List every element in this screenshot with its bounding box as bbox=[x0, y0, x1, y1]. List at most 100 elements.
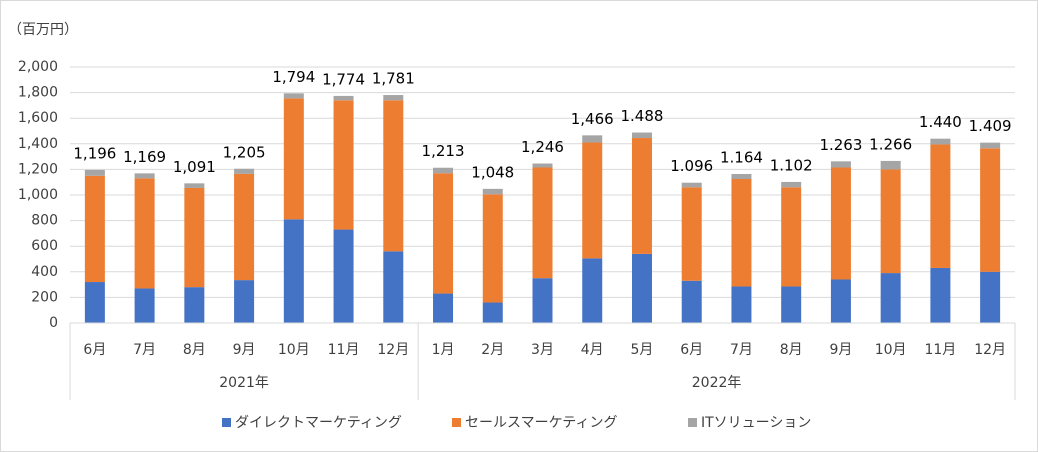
bar-segment bbox=[980, 142, 1001, 149]
bar-segment bbox=[333, 100, 354, 230]
total-label: 1,205 bbox=[223, 143, 266, 161]
bar-segment bbox=[532, 163, 553, 168]
y-tick-label: 800 bbox=[31, 213, 58, 229]
total-label: 1,774 bbox=[322, 70, 365, 88]
bar-segment bbox=[333, 95, 354, 101]
total-label: 1.096 bbox=[670, 157, 713, 175]
total-label: 1,169 bbox=[123, 148, 166, 166]
y-tick-label: 1,600 bbox=[18, 110, 58, 126]
total-label: 1.409 bbox=[969, 117, 1012, 135]
bar-segment bbox=[134, 288, 155, 323]
y-tick-label: 1,000 bbox=[18, 187, 58, 203]
x-tick-label: 11月 bbox=[924, 342, 956, 358]
legend-swatch bbox=[452, 418, 461, 427]
year-label: 2022年 bbox=[692, 375, 742, 391]
bar-segment bbox=[184, 287, 205, 323]
bar-segment bbox=[980, 148, 1001, 272]
x-tick-label: 6月 bbox=[83, 342, 106, 358]
x-tick-label: 9月 bbox=[233, 342, 256, 358]
bar-segment bbox=[482, 302, 503, 323]
legend-label: ITソリューション bbox=[701, 415, 811, 431]
unit-label: （百万円） bbox=[8, 22, 78, 38]
legend-label: セールスマーケティング bbox=[465, 415, 617, 431]
bar-segment bbox=[681, 187, 702, 281]
x-tick-label: 12月 bbox=[377, 342, 409, 358]
total-label: 1,048 bbox=[471, 163, 514, 181]
bar-segment bbox=[781, 181, 802, 188]
x-tick-label: 10月 bbox=[278, 342, 310, 358]
bar-segment bbox=[880, 169, 901, 274]
total-label: 1.164 bbox=[720, 149, 763, 167]
bar-segment bbox=[433, 173, 454, 294]
total-label: 1.440 bbox=[919, 113, 962, 131]
bar-segment bbox=[283, 219, 304, 323]
bar-segment bbox=[482, 194, 503, 303]
bar-segment bbox=[134, 173, 155, 179]
bar-segment bbox=[631, 253, 652, 323]
total-label: 1.488 bbox=[620, 107, 663, 125]
x-tick-label: 8月 bbox=[183, 342, 206, 358]
legend-swatch bbox=[688, 418, 697, 427]
bar-segment bbox=[582, 142, 603, 259]
bar-segment bbox=[433, 293, 454, 323]
y-tick-label: 600 bbox=[31, 238, 58, 254]
bar-segment bbox=[631, 132, 652, 139]
x-tick-label: 5月 bbox=[631, 342, 654, 358]
bar-segment bbox=[731, 174, 752, 179]
bar-segment bbox=[84, 282, 105, 323]
y-tick-label: 1,800 bbox=[18, 85, 58, 101]
bar-segment bbox=[283, 93, 304, 99]
bar-segment bbox=[731, 286, 752, 323]
bar-segment bbox=[631, 138, 652, 254]
legend-label: ダイレクトマーケティング bbox=[235, 415, 402, 431]
bar-segment bbox=[582, 258, 603, 323]
bar-segment bbox=[283, 98, 304, 220]
x-tick-label: 9月 bbox=[829, 342, 852, 358]
x-tick-label: 11月 bbox=[328, 342, 360, 358]
x-tick-label: 7月 bbox=[730, 342, 753, 358]
bar-segment bbox=[880, 273, 901, 323]
y-tick-label: 2,000 bbox=[18, 59, 58, 75]
bar-segment bbox=[532, 167, 553, 279]
bar-segment bbox=[830, 167, 851, 280]
total-label: 1,246 bbox=[521, 138, 564, 156]
bar-segment bbox=[234, 173, 255, 281]
x-tick-label: 2月 bbox=[481, 342, 504, 358]
y-tick-label: 200 bbox=[31, 289, 58, 305]
bar-segment bbox=[980, 271, 1001, 323]
bar-segment bbox=[830, 161, 851, 168]
bar-segment bbox=[234, 168, 255, 174]
bar-segment bbox=[234, 280, 255, 323]
total-label: 1,781 bbox=[372, 70, 415, 88]
bar-segment bbox=[781, 286, 802, 323]
bar-segment bbox=[134, 178, 155, 289]
bar-segment bbox=[930, 267, 951, 323]
bar-segment bbox=[333, 229, 354, 323]
x-tick-label: 4月 bbox=[581, 342, 604, 358]
total-label: 1.102 bbox=[770, 156, 813, 174]
x-tick-label: 3月 bbox=[531, 342, 554, 358]
x-tick-label: 6月 bbox=[680, 342, 703, 358]
y-tick-label: 1,400 bbox=[18, 136, 58, 152]
bar-segment bbox=[383, 95, 404, 101]
bar-segment bbox=[84, 169, 105, 176]
legend-swatch bbox=[222, 418, 231, 427]
bar-segment bbox=[582, 135, 603, 143]
total-label: 1,213 bbox=[422, 142, 465, 160]
total-label: 1.266 bbox=[869, 135, 912, 153]
bar-segment bbox=[830, 279, 851, 323]
x-tick-label: 8月 bbox=[780, 342, 803, 358]
y-tick-label: 0 bbox=[49, 315, 58, 331]
total-label: 1,794 bbox=[272, 68, 315, 86]
x-tick-label: 10月 bbox=[875, 342, 907, 358]
bar-segment bbox=[681, 280, 702, 323]
y-tick-label: 1,200 bbox=[18, 161, 58, 177]
total-label: 1,466 bbox=[571, 110, 614, 128]
total-label: 1,091 bbox=[173, 158, 216, 176]
x-tick-label: 7月 bbox=[133, 342, 156, 358]
bar-segment bbox=[433, 167, 454, 174]
year-label: 2021年 bbox=[219, 375, 269, 391]
x-tick-label: 1月 bbox=[432, 342, 455, 358]
